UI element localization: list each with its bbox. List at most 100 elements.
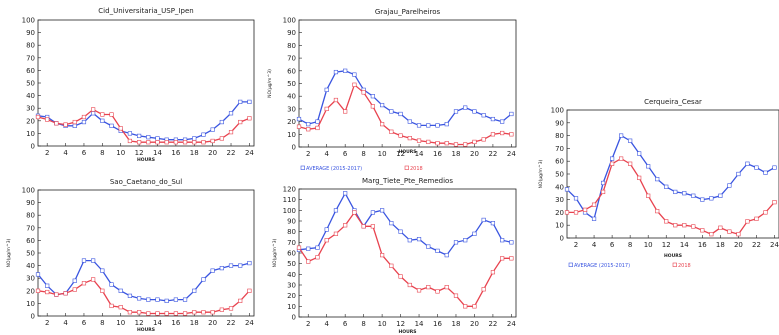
data-point bbox=[182, 297, 188, 302]
data-point bbox=[137, 296, 142, 301]
data-point bbox=[481, 287, 486, 292]
data-point bbox=[155, 311, 160, 316]
data-point bbox=[573, 210, 579, 215]
y-tick-label: 30 bbox=[26, 105, 35, 113]
y-tick-label: 50 bbox=[26, 250, 35, 258]
data-point bbox=[380, 102, 385, 108]
y-axis-label: NO(µg/m^3) bbox=[272, 238, 278, 267]
data-point bbox=[127, 310, 133, 315]
series-line bbox=[298, 191, 512, 256]
x-axis-label: HOURS bbox=[399, 329, 417, 335]
legend-label: AVERAGE (2015-2017) bbox=[306, 166, 362, 172]
chart-title: Cerqueira_Cesar bbox=[644, 98, 702, 106]
data-point bbox=[416, 288, 422, 293]
data-point bbox=[509, 240, 514, 245]
x-tick-label: 8 bbox=[361, 320, 365, 328]
x-tick-label: 6 bbox=[82, 149, 87, 157]
y-tick-label: 0 bbox=[560, 235, 564, 243]
data-point bbox=[389, 221, 394, 226]
data-point bbox=[500, 130, 505, 136]
data-point bbox=[591, 202, 597, 207]
y-tick-label: 50 bbox=[287, 260, 296, 268]
data-point bbox=[380, 253, 385, 258]
data-point bbox=[45, 283, 50, 288]
data-point bbox=[296, 245, 302, 250]
data-point bbox=[315, 255, 320, 260]
x-tick-label: 20 bbox=[734, 241, 743, 249]
x-tick-label: 8 bbox=[628, 241, 632, 249]
x-tick-label: 16 bbox=[171, 319, 180, 327]
data-point bbox=[389, 109, 394, 114]
data-point bbox=[509, 256, 514, 261]
data-point bbox=[416, 138, 422, 143]
x-tick-label: 10 bbox=[116, 149, 125, 157]
data-point bbox=[564, 187, 570, 192]
data-point bbox=[709, 196, 714, 201]
data-point bbox=[109, 303, 114, 309]
data-point bbox=[407, 282, 412, 288]
data-point bbox=[192, 288, 197, 293]
y-tick-label: 70 bbox=[26, 54, 35, 62]
chart-panel: Grajau_Parelheiros 0 10 20 30 40 50 60 70 80 90 100… bbox=[267, 8, 517, 172]
x-tick-label: 22 bbox=[488, 320, 497, 328]
y-tick-label: 40 bbox=[26, 262, 35, 270]
x-axis-label: HOURS bbox=[399, 149, 417, 155]
data-point bbox=[352, 82, 357, 87]
y-tick-label: 80 bbox=[26, 212, 35, 220]
data-point bbox=[343, 109, 348, 114]
series-line bbox=[298, 83, 512, 146]
y-tick-label: 20 bbox=[26, 287, 35, 295]
data-point bbox=[137, 133, 142, 139]
data-point bbox=[100, 268, 105, 273]
data-point bbox=[453, 109, 459, 114]
x-tick-label: 20 bbox=[208, 149, 217, 157]
x-tick-label: 12 bbox=[396, 150, 405, 158]
data-point bbox=[370, 94, 375, 99]
data-point bbox=[72, 119, 77, 125]
data-point bbox=[137, 140, 142, 145]
data-point bbox=[664, 219, 669, 224]
data-point bbox=[219, 307, 224, 312]
legend-label: 2018 bbox=[678, 263, 691, 269]
y-tick-label: 50 bbox=[26, 80, 35, 88]
data-point bbox=[192, 136, 197, 141]
legend-marker bbox=[568, 262, 573, 267]
y-axis-label: NO(µg/m^3) bbox=[538, 159, 544, 188]
y-tick-label: 80 bbox=[287, 228, 296, 236]
x-tick-label: 16 bbox=[433, 320, 442, 328]
data-point bbox=[247, 260, 252, 266]
data-point bbox=[509, 132, 514, 137]
x-axis-label: HOURS bbox=[137, 327, 155, 333]
data-point bbox=[490, 270, 496, 275]
data-point bbox=[210, 310, 215, 315]
x-tick-label: 4 bbox=[592, 241, 597, 249]
data-point bbox=[745, 161, 750, 166]
y-tick-label: 70 bbox=[555, 145, 564, 153]
data-point bbox=[91, 111, 96, 116]
x-tick-label: 4 bbox=[324, 320, 329, 328]
data-point bbox=[35, 288, 41, 293]
data-point bbox=[637, 175, 642, 180]
data-point bbox=[370, 224, 375, 229]
data-point bbox=[500, 119, 505, 124]
data-point bbox=[343, 223, 348, 228]
data-point bbox=[137, 310, 142, 315]
data-point bbox=[228, 306, 234, 311]
y-tick-label: 0 bbox=[31, 313, 35, 321]
data-point bbox=[691, 224, 696, 229]
x-tick-label: 8 bbox=[100, 319, 104, 327]
data-point bbox=[238, 263, 243, 268]
data-point bbox=[500, 256, 505, 261]
x-tick-label: 2 bbox=[45, 319, 49, 327]
data-point bbox=[444, 285, 449, 290]
data-point bbox=[435, 289, 440, 294]
data-point bbox=[146, 135, 151, 140]
y-tick-label: 50 bbox=[555, 171, 564, 179]
x-tick-label: 2 bbox=[45, 149, 49, 157]
y-tick-label: 0 bbox=[292, 314, 296, 322]
data-point bbox=[610, 161, 615, 166]
data-point bbox=[490, 132, 496, 137]
data-point bbox=[416, 237, 422, 242]
x-tick-label: 24 bbox=[770, 241, 779, 249]
